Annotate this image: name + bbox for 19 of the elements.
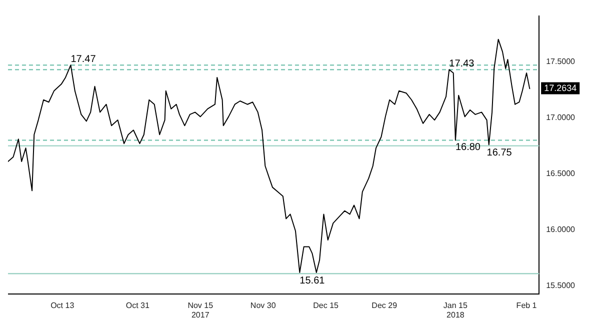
annotation: 16.80 — [455, 142, 481, 153]
x-tick-label: Dec 15 — [313, 300, 340, 310]
y-tick-label: 16.5000 — [546, 169, 576, 178]
annotation: 15.61 — [300, 275, 326, 286]
x-tick-label: Dec 29 — [372, 300, 398, 310]
y-tick-label: 15.5000 — [546, 281, 576, 290]
annotation: 17.47 — [70, 54, 96, 65]
x-tick-label: Nov 30 — [250, 300, 276, 310]
y-tick-label: 17.0000 — [546, 113, 576, 122]
annotation: 17.2634 — [544, 82, 577, 93]
x-tick-label: Oct 31 — [126, 300, 150, 310]
x-tick-label: Nov 15 2017 — [188, 300, 214, 320]
y-tick-label: 17.5000 — [546, 56, 576, 66]
annotation: 16.75 — [486, 148, 512, 159]
x-tick-label: Jan 15 2018 — [443, 300, 468, 320]
y-tick-label: 16.0000 — [546, 225, 576, 234]
x-tick-label: Feb 1 — [516, 300, 538, 310]
x-tick-label: Oct 13 — [50, 300, 75, 310]
annotation: 17.43 — [449, 58, 475, 70]
